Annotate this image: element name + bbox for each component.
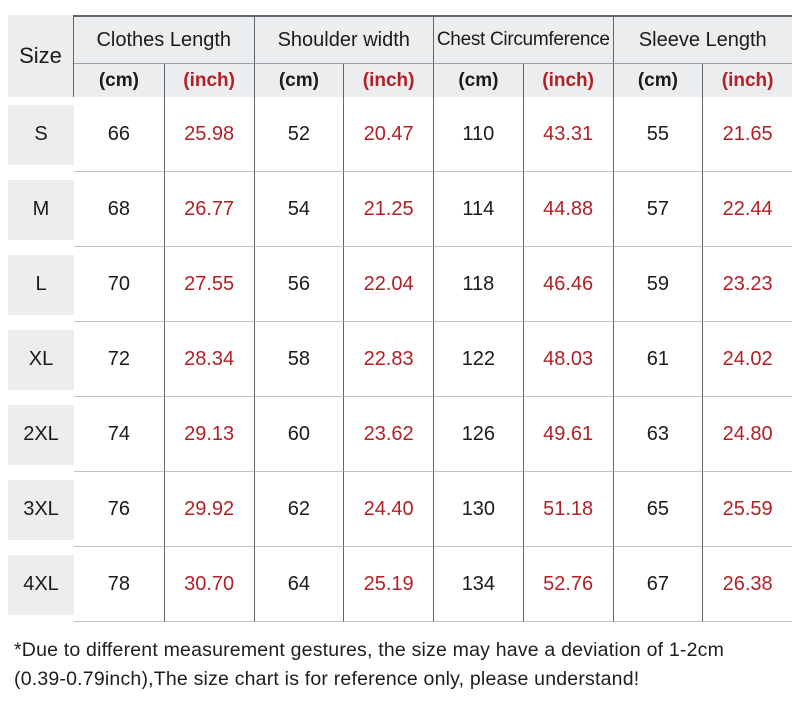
group-header-chest-circumference: Chest Circumference <box>433 15 613 64</box>
value-cm: 122 <box>433 322 523 397</box>
disclaimer-line-2: (0.39-0.79inch),The size chart is for re… <box>14 667 640 690</box>
size-label: 4XL <box>8 554 74 615</box>
value-inch: 29.13 <box>163 397 254 472</box>
size-label: M <box>8 179 74 240</box>
value-inch: 28.34 <box>163 322 254 397</box>
value-inch: 44.88 <box>522 172 613 247</box>
disclaimer-footnote: *Due to different measurement gestures, … <box>14 636 724 693</box>
value-cm: 52 <box>253 97 344 172</box>
value-inch: 23.62 <box>343 397 433 472</box>
value-cm: 76 <box>74 472 164 547</box>
value-cm: 66 <box>74 97 164 172</box>
value-cm: 64 <box>253 547 344 622</box>
table-row-size-cell: 2XL <box>8 397 74 472</box>
size-chart-table: Size Clothes Length Shoulder width Chest… <box>8 15 792 622</box>
value-cm: 118 <box>433 247 523 322</box>
value-cm: 134 <box>433 547 523 622</box>
table-row-size-cell: 4XL <box>8 547 74 622</box>
unit-header-inch: (inch) <box>343 64 433 97</box>
value-inch: 52.76 <box>522 547 613 622</box>
value-cm: 114 <box>433 172 523 247</box>
value-cm: 56 <box>253 247 344 322</box>
value-inch: 26.38 <box>702 547 792 622</box>
value-inch: 24.80 <box>702 397 792 472</box>
value-inch: 22.83 <box>343 322 433 397</box>
value-cm: 63 <box>612 397 703 472</box>
group-header-shoulder-width: Shoulder width <box>253 15 433 64</box>
value-inch: 51.18 <box>522 472 613 547</box>
value-inch: 48.03 <box>522 322 613 397</box>
value-inch: 21.25 <box>343 172 433 247</box>
unit-header-cm: (cm) <box>433 64 523 97</box>
value-inch: 26.77 <box>163 172 254 247</box>
value-cm: 62 <box>253 472 344 547</box>
value-cm: 61 <box>612 322 703 397</box>
value-cm: 68 <box>74 172 164 247</box>
value-inch: 43.31 <box>522 97 613 172</box>
unit-header-cm: (cm) <box>253 64 344 97</box>
unit-header-cm: (cm) <box>612 64 703 97</box>
value-cm: 55 <box>612 97 703 172</box>
value-inch: 25.59 <box>702 472 792 547</box>
size-column-header: Size <box>8 15 74 97</box>
size-label: L <box>8 254 74 315</box>
value-inch: 49.61 <box>522 397 613 472</box>
value-inch: 25.98 <box>163 97 254 172</box>
unit-header-inch: (inch) <box>702 64 792 97</box>
value-cm: 78 <box>74 547 164 622</box>
value-cm: 72 <box>74 322 164 397</box>
value-cm: 54 <box>253 172 344 247</box>
value-cm: 110 <box>433 97 523 172</box>
unit-header-cm: (cm) <box>74 64 164 97</box>
value-cm: 130 <box>433 472 523 547</box>
value-inch: 24.40 <box>343 472 433 547</box>
value-inch: 20.47 <box>343 97 433 172</box>
value-cm: 59 <box>612 247 703 322</box>
value-cm: 70 <box>74 247 164 322</box>
value-inch: 22.44 <box>702 172 792 247</box>
value-cm: 58 <box>253 322 344 397</box>
value-cm: 67 <box>612 547 703 622</box>
value-inch: 21.65 <box>702 97 792 172</box>
unit-header-inch: (inch) <box>522 64 613 97</box>
value-cm: 65 <box>612 472 703 547</box>
value-inch: 23.23 <box>702 247 792 322</box>
value-inch: 24.02 <box>702 322 792 397</box>
group-header-clothes-length: Clothes Length <box>74 15 254 64</box>
value-inch: 27.55 <box>163 247 254 322</box>
value-cm: 60 <box>253 397 344 472</box>
size-label: S <box>8 104 74 165</box>
table-row-size-cell: S <box>8 97 74 172</box>
value-cm: 57 <box>612 172 703 247</box>
size-label: 2XL <box>8 404 74 465</box>
table-row-size-cell: 3XL <box>8 472 74 547</box>
value-inch: 25.19 <box>343 547 433 622</box>
table-row-size-cell: L <box>8 247 74 322</box>
value-inch: 22.04 <box>343 247 433 322</box>
size-label: XL <box>8 329 74 390</box>
value-inch: 30.70 <box>163 547 254 622</box>
value-inch: 29.92 <box>163 472 254 547</box>
value-cm: 74 <box>74 397 164 472</box>
table-row-size-cell: M <box>8 172 74 247</box>
value-cm: 126 <box>433 397 523 472</box>
size-label: 3XL <box>8 479 74 540</box>
disclaimer-line-1: *Due to different measurement gestures, … <box>14 639 725 661</box>
table-row-size-cell: XL <box>8 322 74 397</box>
unit-header-inch: (inch) <box>163 64 254 97</box>
value-inch: 46.46 <box>522 247 613 322</box>
group-header-sleeve-length: Sleeve Length <box>612 15 792 64</box>
